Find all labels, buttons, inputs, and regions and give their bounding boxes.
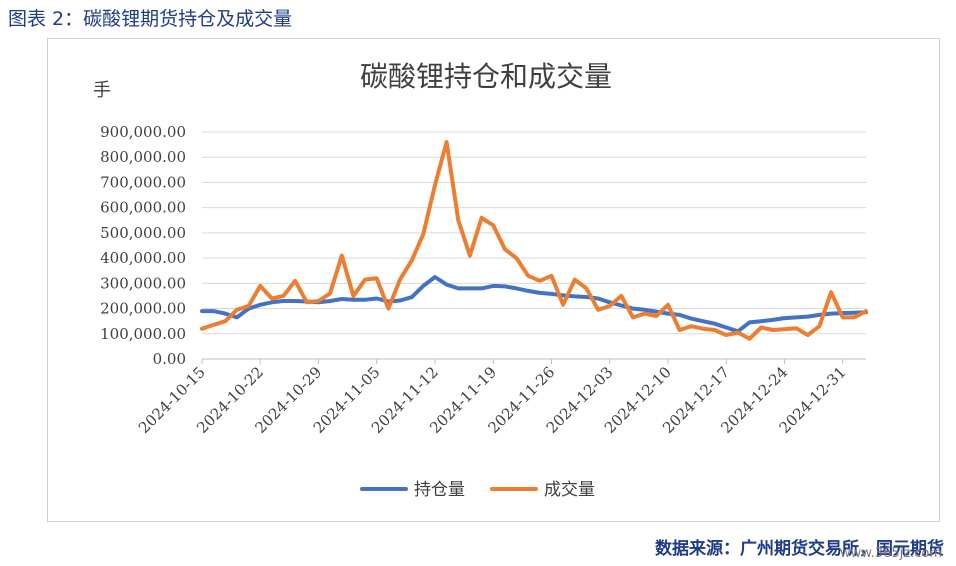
series-line-open-interest (200, 275, 868, 334)
y-tick-labels: 0.00 100,000.00 200,000.00 300,000.00 400,00… (100, 123, 186, 368)
legend: 持仓量 成交量 (360, 480, 595, 500)
y-tick-label: 200,000.00 (100, 300, 186, 318)
y-tick-label: 500,000.00 (100, 224, 186, 242)
watermark: www.365jz.com (840, 546, 942, 561)
source-note: 数据来源：广州期货交易所，国元期货 (655, 539, 944, 559)
chart-title: 碳酸锂持仓和成交量 (360, 60, 612, 93)
y-tick-label: 400,000.00 (100, 249, 186, 267)
series-lines (200, 140, 868, 341)
y-tick-label: 300,000.00 (100, 274, 186, 292)
series-line-volume (200, 140, 868, 341)
y-tick-label: 0.00 (153, 350, 186, 368)
chart-frame (47, 38, 940, 522)
legend-label: 持仓量 (414, 480, 465, 500)
y-tick-label: 900,000.00 (100, 123, 186, 141)
figure-caption: 图表 2：碳酸锂期货持仓及成交量 (8, 8, 293, 30)
gridlines (202, 131, 866, 360)
y-tick-label: 100,000.00 (100, 325, 186, 343)
y-tick-label: 800,000.00 (100, 148, 186, 166)
x-tick-labels: 2024-10-152024-10-222024-10-292024-11-05… (135, 359, 850, 437)
y-tick-label: 700,000.00 (100, 173, 186, 191)
legend-label: 成交量 (544, 480, 595, 500)
y-axis-unit-label: 手 (93, 80, 111, 101)
y-tick-label: 600,000.00 (100, 199, 186, 217)
